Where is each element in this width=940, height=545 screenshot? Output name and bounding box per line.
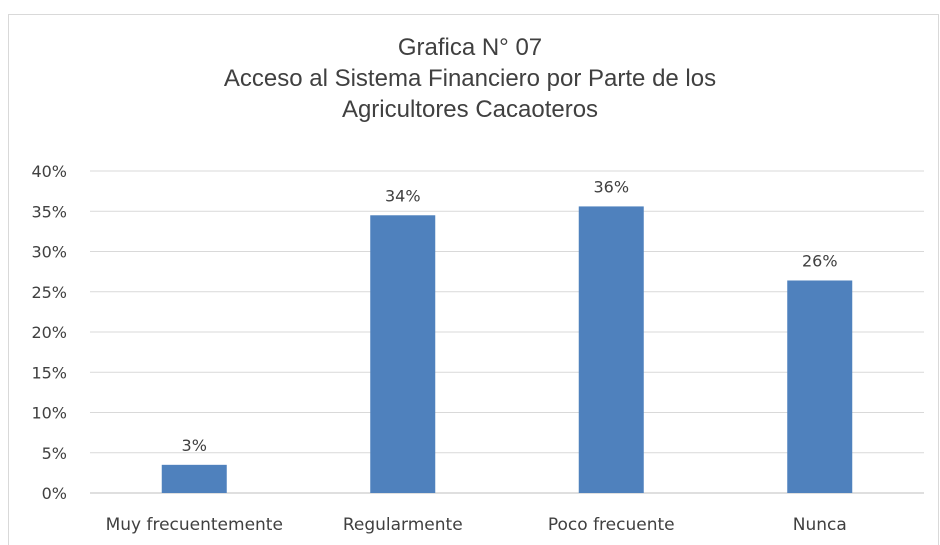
y-tick-label: 10% [31, 404, 67, 423]
data-label: 36% [593, 177, 629, 196]
y-tick-label: 20% [31, 323, 67, 342]
data-label: 26% [802, 251, 838, 270]
y-tick-label: 35% [31, 202, 67, 221]
y-tick-label: 25% [31, 283, 67, 302]
y-tick-label: 30% [31, 243, 67, 262]
y-tick-label: 15% [31, 363, 67, 382]
chart-frame [8, 14, 939, 545]
bar [578, 206, 644, 494]
x-category-label: Muy frecuentemente [106, 515, 283, 535]
data-label: 34% [385, 186, 421, 205]
chart-title-line-3: Agricultores Cacaoteros [341, 96, 599, 123]
x-category-label: Nunca [793, 515, 847, 535]
x-category-label: Regularmente [343, 515, 463, 535]
y-tick-label: 0% [42, 484, 67, 503]
x-category-label: Poco frecuente [548, 515, 675, 535]
chart-title: Grafica N° 07 Acceso al Sistema Financie… [0, 32, 940, 125]
bar [161, 464, 227, 493]
bar [370, 215, 436, 493]
chart-title-line-1: Grafica N° 07 [397, 34, 543, 61]
chart-title-line-2: Acceso al Sistema Financiero por Parte d… [223, 65, 717, 92]
y-tick-label: 40% [31, 162, 67, 181]
bar [787, 280, 853, 493]
y-tick-label: 5% [42, 444, 67, 463]
data-label: 3% [182, 436, 207, 455]
